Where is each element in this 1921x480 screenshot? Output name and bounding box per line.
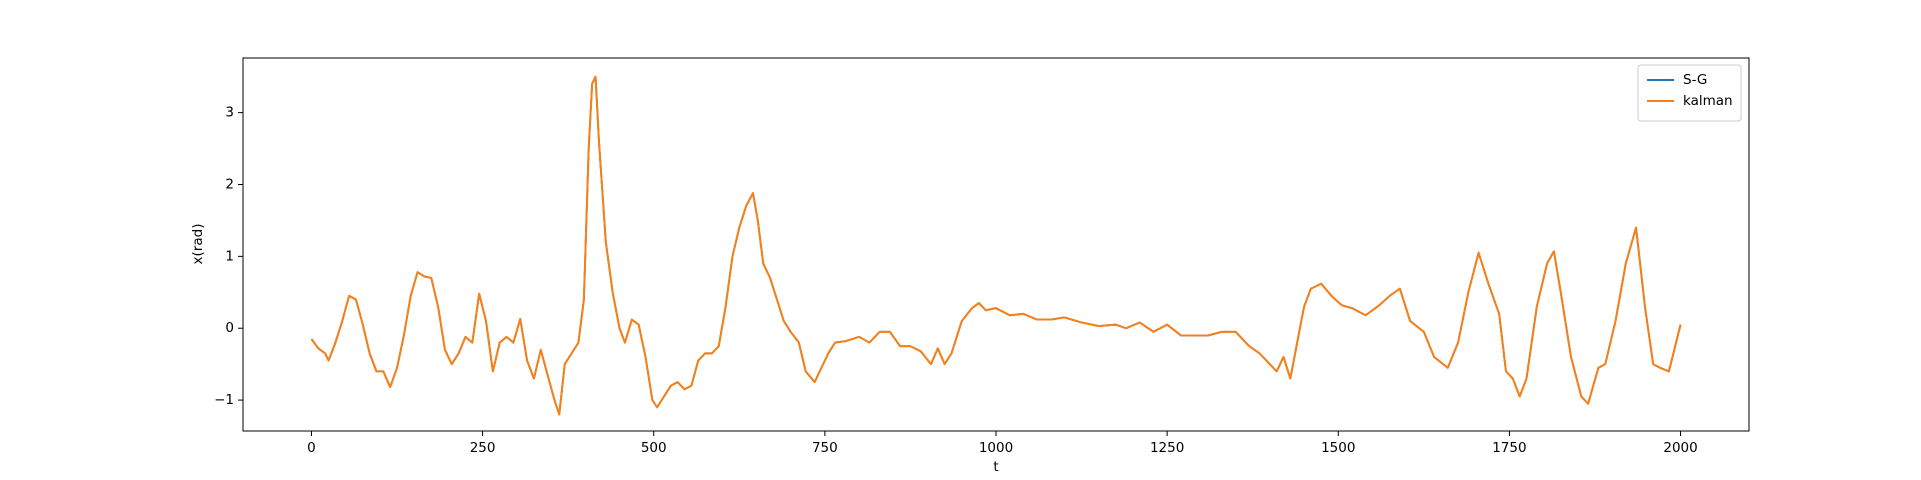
y-tick-label: 0 <box>225 320 234 336</box>
x-tick-label: 0 <box>307 440 316 456</box>
data-line <box>310 75 1682 416</box>
x-tick-label: 750 <box>812 440 838 456</box>
legend-label: S-G <box>1683 72 1707 88</box>
plot-frame <box>242 57 1750 432</box>
y-axis-label: x(rad) <box>190 224 206 265</box>
x-tick-label: 2000 <box>1663 440 1697 456</box>
y-tick-label: 1 <box>225 248 234 264</box>
x-tick-label: 250 <box>470 440 496 456</box>
legend-box <box>1637 64 1742 122</box>
x-tick-label: 500 <box>641 440 667 456</box>
legend-label: kalman <box>1683 93 1733 109</box>
y-tick-label: −1 <box>214 392 234 408</box>
x-tick-label: 1500 <box>1321 440 1355 456</box>
y-tick-label: 3 <box>225 105 234 121</box>
x-tick-label: 1250 <box>1150 440 1184 456</box>
x-axis-label: t <box>993 459 998 475</box>
x-tick-label: 1750 <box>1492 440 1526 456</box>
y-tick-label: 2 <box>225 176 234 192</box>
x-tick-label: 1000 <box>979 440 1013 456</box>
data-line <box>310 75 1682 416</box>
